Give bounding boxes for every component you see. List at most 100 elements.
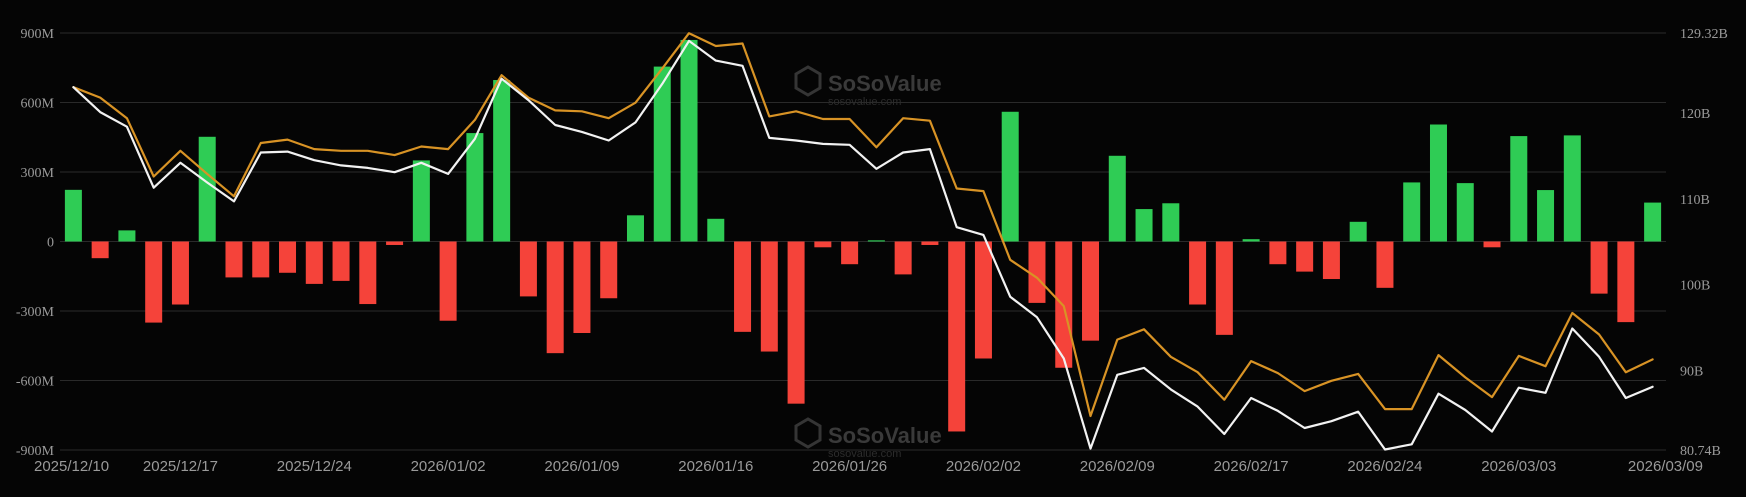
flow-bar [734, 241, 752, 332]
flow-bar [1001, 111, 1019, 242]
flow-bar [787, 241, 805, 404]
flow-bar [412, 160, 430, 242]
flow-bar [493, 80, 511, 242]
flow-bar [225, 241, 243, 278]
flow-bar [1537, 190, 1555, 242]
flow-bar [1108, 155, 1126, 242]
flow-bar [600, 241, 618, 299]
x-axis-tick-label: 2026/02/24 [1347, 458, 1422, 475]
flow-bar [948, 241, 966, 432]
flow-bar [145, 241, 163, 323]
watermark-logo [794, 417, 822, 449]
flow-bar [760, 241, 778, 352]
x-axis-tick-label: 2026/02/17 [1214, 458, 1289, 475]
grid-layer [60, 32, 1666, 451]
x-axis-tick-label: 2026/01/26 [812, 458, 887, 475]
left-axis-tick-label: 0 [47, 236, 54, 251]
flow-bar [1510, 136, 1528, 242]
flow-bar [1135, 209, 1153, 242]
watermark-layer: SoSoValuesosovalue.comSoSoValuesosovalue… [794, 65, 942, 460]
x-axis-tick-label: 2026/01/16 [678, 458, 753, 475]
left-axis-tick-label: 600M [21, 97, 55, 112]
flow-bar [921, 241, 939, 245]
flow-bar [1322, 241, 1340, 280]
flow-bar [91, 241, 109, 259]
right-axis-tick-label: 80.74B [1680, 444, 1721, 459]
flow-bar [867, 240, 885, 242]
flow-bar [1376, 241, 1394, 288]
x-axis-tick-label: 2025/12/24 [277, 458, 352, 475]
flow-bar [1590, 241, 1608, 294]
right-axis-tick-label: 90B [1680, 365, 1703, 380]
flow-bar [1429, 124, 1447, 242]
x-axis-tick-label: 2026/03/03 [1481, 458, 1556, 475]
flow-bar [707, 218, 725, 242]
watermark-text: SoSoValue [828, 423, 942, 448]
x-axis-tick-label: 2026/01/02 [411, 458, 486, 475]
left-axis-tick-label: 900M [21, 27, 55, 42]
flow-bar [1215, 241, 1233, 335]
flow-bar [1189, 241, 1207, 305]
flow-bar [894, 241, 912, 275]
flow-bar [1296, 241, 1314, 272]
flow-bar [680, 39, 698, 242]
axis-layer: -900M -600M -300M 0 300M 600M 900M 80.74B 90B 100… [16, 27, 1728, 475]
flow-bar [1242, 239, 1260, 242]
flow-bar [171, 241, 189, 305]
flow-bar [332, 241, 350, 281]
flow-bar [573, 241, 591, 334]
bar-layer [64, 39, 1662, 432]
flow-bar [64, 189, 82, 242]
left-axis-tick-label: -300M [16, 305, 55, 320]
flow-bar [466, 133, 484, 242]
flow-bar [546, 241, 564, 354]
watermark-logo [794, 65, 822, 97]
line-layer [72, 32, 1654, 451]
flow-bar [305, 241, 323, 284]
flow-bar [814, 241, 832, 248]
watermark-subtext: sosovalue.com [828, 96, 901, 108]
flow-bar [359, 241, 377, 305]
flow-bar [386, 241, 404, 245]
x-axis-tick-label: 2026/02/02 [946, 458, 1021, 475]
right-axis-tick-label: 129.32B [1680, 27, 1728, 42]
watermark-subtext: sosovalue.com [828, 448, 901, 460]
flow-bar [974, 241, 992, 359]
x-axis-tick-label: 2025/12/10 [34, 458, 109, 475]
flow-bar [841, 241, 859, 265]
left-axis-tick-label: 300M [21, 166, 55, 181]
x-axis-tick-label: 2026/03/09 [1628, 458, 1703, 475]
left-axis-tick-label: -900M [16, 444, 55, 459]
x-axis-tick-label: 2026/02/09 [1080, 458, 1155, 475]
right-axis-tick-label: 100B [1680, 279, 1710, 294]
flow-bar [519, 241, 537, 297]
flow-bar [1644, 202, 1662, 242]
flow-bar [198, 136, 216, 242]
flow-bar [1403, 182, 1421, 242]
flow-bar [1082, 241, 1100, 341]
flow-bar [1269, 241, 1287, 265]
flow-bar [252, 241, 270, 278]
flow-bar [1349, 221, 1367, 242]
flow-bar [1162, 203, 1180, 242]
watermark-text: SoSoValue [828, 71, 942, 96]
cumulative-inflow-line [72, 39, 1654, 451]
x-axis-tick-label: 2026/01/09 [544, 458, 619, 475]
flow-bar [1483, 241, 1501, 248]
flow-bar [653, 66, 671, 242]
right-axis-tick-label: 120B [1680, 107, 1710, 122]
flow-bar [1563, 135, 1581, 242]
left-axis-tick-label: -600M [16, 375, 55, 390]
flow-bar [626, 215, 644, 242]
right-axis-tick-label: 110B [1680, 193, 1710, 208]
flow-bar [1028, 241, 1046, 303]
flow-bar [1456, 183, 1474, 242]
flow-bar [1617, 241, 1635, 323]
x-axis-tick-label: 2025/12/17 [143, 458, 218, 475]
flow-bar [279, 241, 297, 273]
flow-bar [118, 230, 136, 242]
